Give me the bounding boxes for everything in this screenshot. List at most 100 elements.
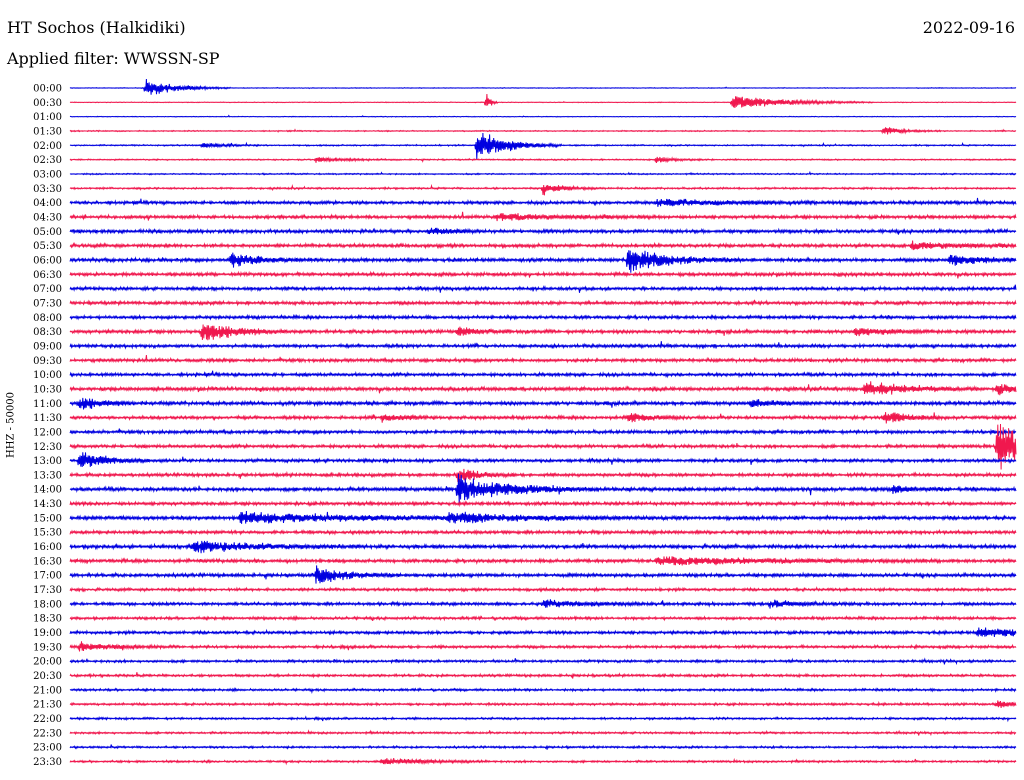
row-time-label: 20:00 [33, 657, 62, 668]
seismic-trace-line [69, 381, 1017, 396]
row-time-label: 09:00 [33, 341, 62, 352]
seismic-trace-line [69, 528, 1017, 536]
row-time-label: 05:00 [33, 227, 62, 238]
filter-label: Applied filter: WWSSN-SP [7, 49, 220, 68]
seismic-trace-line [69, 412, 1017, 424]
row-time-label: 02:00 [33, 141, 62, 152]
seismic-trace-line [69, 78, 1017, 95]
seismic-trace-line [69, 270, 1017, 279]
row-time-label: 15:30 [33, 528, 62, 539]
row-time-label: 23:00 [33, 743, 62, 754]
row-time-label: 11:30 [33, 413, 62, 424]
row-time-label: 09:30 [33, 356, 62, 367]
row-time-label: 03:30 [33, 184, 62, 195]
seismic-trace-line [69, 156, 1017, 164]
seismic-trace-line [69, 614, 1017, 622]
row-time-label: 08:00 [33, 313, 62, 324]
row-time-label: 02:30 [33, 155, 62, 166]
row-time-label: 11:00 [33, 399, 62, 410]
row-time-label: 16:00 [33, 542, 62, 553]
seismic-trace-line [69, 127, 1017, 135]
row-time-label: 06:00 [33, 255, 62, 266]
row-time-label: 13:30 [33, 470, 62, 481]
row-time-label: 12:30 [33, 442, 62, 453]
seismic-trace-line [69, 250, 1017, 273]
seismic-trace-line [69, 672, 1017, 679]
seismic-trace-line [69, 565, 1017, 584]
seismic-trace-line [69, 341, 1017, 350]
row-time-label: 03:00 [33, 169, 62, 180]
row-time-label: 21:00 [33, 685, 62, 696]
seismic-trace-line [69, 511, 1017, 524]
seismic-trace-line [69, 211, 1017, 222]
seismic-trace-line [69, 299, 1017, 307]
row-time-label: 17:00 [33, 571, 62, 582]
row-time-label: 00:30 [33, 98, 62, 109]
row-time-label: 19:00 [33, 628, 62, 639]
row-time-label: 17:30 [33, 585, 62, 596]
seismic-trace-line [69, 284, 1017, 293]
seismic-trace-line [69, 641, 1017, 652]
row-time-label: 13:00 [33, 456, 62, 467]
row-time-label: 14:30 [33, 499, 62, 510]
seismic-trace-line [69, 313, 1017, 322]
row-time-label: 08:30 [33, 327, 62, 338]
row-time-label: 21:30 [33, 700, 62, 711]
row-time-label: 23:30 [33, 757, 62, 768]
row-time-label: 12:00 [33, 427, 62, 438]
seismic-trace-line [69, 715, 1017, 723]
seismic-trace-line [69, 556, 1017, 566]
row-time-label: 20:30 [33, 671, 62, 682]
seismic-trace-line [69, 452, 1017, 468]
row-time-label: 04:00 [33, 198, 62, 209]
date-label: 2022-09-16 [922, 18, 1015, 37]
seismic-trace-line [69, 500, 1017, 508]
seismic-trace-line [69, 657, 1017, 666]
seismic-trace-line [69, 473, 1017, 505]
seismic-trace-line [69, 687, 1017, 694]
seismic-trace-line [69, 397, 1017, 410]
row-time-label: 22:30 [33, 728, 62, 739]
seismic-trace-line [69, 170, 1017, 176]
row-time-label: 05:30 [33, 241, 62, 252]
seismic-trace-line [69, 227, 1017, 236]
row-time-label: 06:30 [33, 270, 62, 281]
seismic-trace-line [69, 744, 1017, 750]
row-time-label: 10:00 [33, 370, 62, 381]
seismic-trace-line [69, 240, 1017, 251]
seismic-trace-line [69, 586, 1017, 593]
seismic-trace-line [69, 133, 1017, 160]
seismic-trace-line [69, 114, 1017, 118]
seismic-trace-line [69, 324, 1017, 341]
row-time-label: 14:00 [33, 485, 62, 496]
seismic-trace-line [69, 700, 1017, 708]
seismic-trace-line [69, 94, 1017, 108]
seismic-trace-line [69, 355, 1017, 364]
row-time-label: 00:00 [33, 84, 62, 95]
row-time-label: 18:30 [33, 614, 62, 625]
row-time-label: 18:00 [33, 599, 62, 610]
seismic-trace-line [69, 729, 1017, 737]
row-time-label: 07:30 [33, 298, 62, 309]
row-time-label: 04:30 [33, 212, 62, 223]
row-time-label: 07:00 [33, 284, 62, 295]
seismic-trace-line [69, 599, 1017, 609]
row-time-label: 15:00 [33, 513, 62, 524]
seismic-trace-line [69, 757, 1017, 766]
row-time-label: 16:30 [33, 556, 62, 567]
seismic-trace-line [69, 468, 1017, 483]
row-time-label: 01:30 [33, 126, 62, 137]
seismic-trace-line [69, 197, 1017, 207]
seismic-trace-line [69, 424, 1017, 470]
row-time-label: 19:30 [33, 642, 62, 653]
seismic-trace-line [69, 183, 1017, 196]
seismic-trace-line [69, 370, 1017, 379]
station-title: HT Sochos (Halkidiki) [7, 18, 186, 37]
seismic-trace-line [69, 427, 1017, 436]
row-time-label: 01:00 [33, 112, 62, 123]
seismic-trace-line [69, 540, 1017, 554]
seismic-trace-line [69, 627, 1017, 638]
row-time-label: 22:00 [33, 714, 62, 725]
row-time-label: 10:30 [33, 384, 62, 395]
